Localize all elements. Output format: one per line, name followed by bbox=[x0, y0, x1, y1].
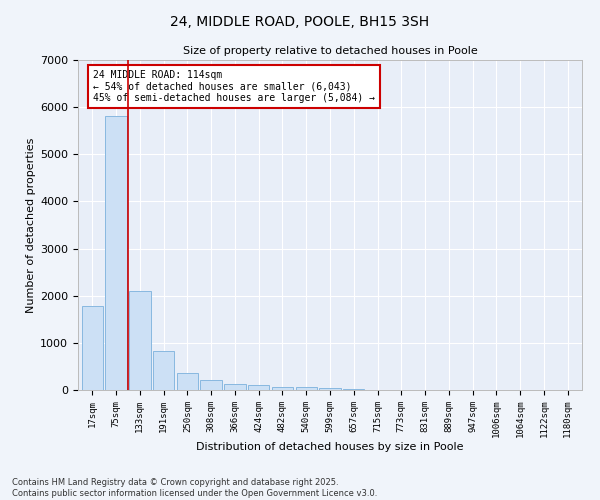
Bar bbox=[106, 116, 127, 390]
Text: Contains HM Land Registry data © Crown copyright and database right 2025.
Contai: Contains HM Land Registry data © Crown c… bbox=[12, 478, 377, 498]
Bar bbox=[176, 373, 198, 390]
Bar bbox=[153, 352, 174, 390]
Bar bbox=[129, 292, 151, 390]
Bar bbox=[200, 380, 222, 390]
Bar bbox=[82, 306, 103, 390]
Bar bbox=[272, 386, 293, 390]
Bar bbox=[343, 389, 364, 390]
Title: Size of property relative to detached houses in Poole: Size of property relative to detached ho… bbox=[182, 46, 478, 56]
Text: 24, MIDDLE ROAD, POOLE, BH15 3SH: 24, MIDDLE ROAD, POOLE, BH15 3SH bbox=[170, 15, 430, 29]
Bar bbox=[319, 388, 341, 390]
Bar bbox=[296, 388, 317, 390]
Text: 24 MIDDLE ROAD: 114sqm
← 54% of detached houses are smaller (6,043)
45% of semi-: 24 MIDDLE ROAD: 114sqm ← 54% of detached… bbox=[93, 70, 375, 103]
Y-axis label: Number of detached properties: Number of detached properties bbox=[26, 138, 36, 312]
Bar bbox=[224, 384, 245, 390]
X-axis label: Distribution of detached houses by size in Poole: Distribution of detached houses by size … bbox=[196, 442, 464, 452]
Bar bbox=[248, 386, 269, 390]
